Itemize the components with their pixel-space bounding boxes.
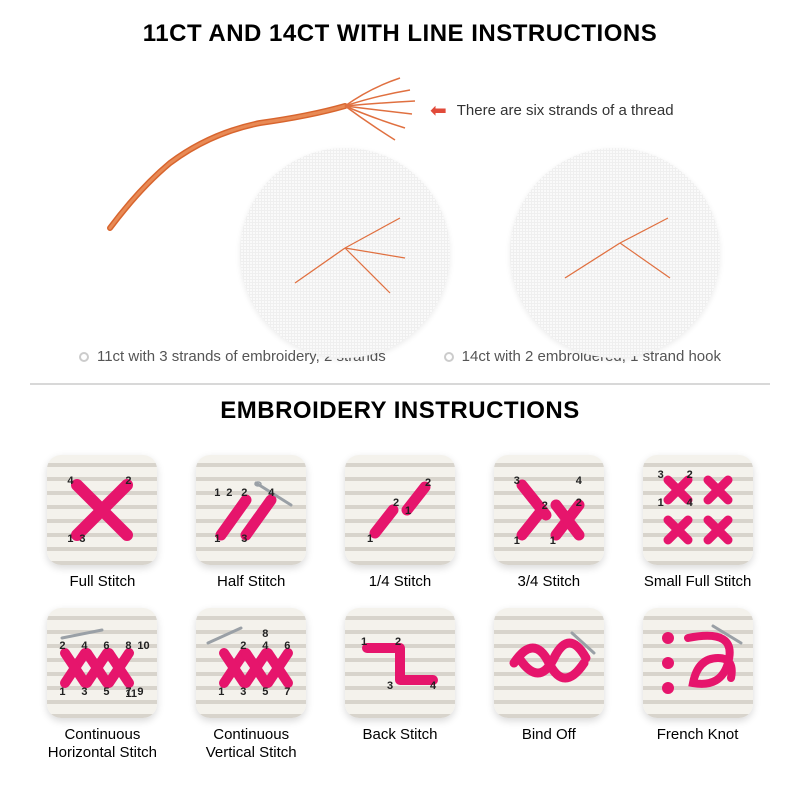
strand-3-icon: [240, 148, 450, 358]
stitch-label: Bind Off: [522, 726, 576, 743]
half-stitch-icon: [196, 455, 306, 565]
stitch-label: Half Stitch: [217, 573, 285, 590]
page-title-bottom: EMBROIDERY INSTRUCTIONS: [30, 397, 770, 425]
stitch-tile-full: 12 34: [47, 455, 157, 565]
stitch-label: ContinuousVertical Stitch: [206, 726, 297, 761]
stitch-tile-quarter: 12 12: [345, 455, 455, 565]
stitch-label: Back Stitch: [362, 726, 437, 743]
stitch-tile-small-full: 12 34: [643, 455, 753, 565]
stitch-cell: 12 34 12 3/4 Stitch: [486, 455, 611, 590]
stitch-tile-three-quarter: 12 34 12: [494, 455, 604, 565]
stitch-cell: 12 12 1/4 Stitch: [338, 455, 463, 590]
stitch-cell: 12 34 Full Stitch: [40, 455, 165, 590]
divider: [30, 383, 770, 385]
cont-horiz-stitch-icon: [47, 608, 157, 718]
stitch-cell: 12 34 Small Full Stitch: [635, 455, 760, 590]
stitch-tile-half: 12 34 12: [196, 455, 306, 565]
stitch-tile-bind-off: [494, 608, 604, 718]
fabric-circles: [240, 148, 720, 358]
stitch-cell: French Knot: [635, 608, 760, 761]
stitch-cell: Bind Off: [486, 608, 611, 761]
page-title-top: 11CT AND 14CT WITH LINE INSTRUCTIONS: [30, 20, 770, 48]
cont-vert-stitch-icon: [196, 608, 306, 718]
fabric-circle-14ct: [510, 148, 720, 358]
strand-2-icon: [510, 148, 720, 358]
stitch-label: ContinuousHorizontal Stitch: [48, 726, 157, 761]
bind-off-icon: [494, 608, 604, 718]
back-stitch-icon: [345, 608, 455, 718]
thread-note-text: There are six strands of a thread: [457, 102, 674, 119]
fabric-circle-11ct: [240, 148, 450, 358]
bullet-icon: [79, 352, 89, 362]
stitch-label: Full Stitch: [69, 573, 135, 590]
stitch-cell: 12 34 56 711 810 9 ContinuousHorizontal …: [40, 608, 165, 761]
stitch-cell: 12 34 Back Stitch: [338, 608, 463, 761]
quarter-stitch-icon: [345, 455, 455, 565]
stitch-label: 3/4 Stitch: [518, 573, 581, 590]
stitch-label: French Knot: [657, 726, 739, 743]
three-quarter-stitch-icon: [494, 455, 604, 565]
stitch-tile-cont-horiz: 12 34 56 711 810 9: [47, 608, 157, 718]
arrow-left-icon: ⬅: [430, 98, 447, 123]
full-stitch-icon: [47, 455, 157, 565]
stitch-cell: 12 34 56 78 ContinuousVertical Stitch: [189, 608, 314, 761]
stitch-tile-cont-vert: 12 34 56 78: [196, 608, 306, 718]
stitch-tile-french-knot: [643, 608, 753, 718]
stitch-label: 1/4 Stitch: [369, 573, 432, 590]
thread-section: ⬅ There are six strands of a thread: [30, 68, 770, 348]
stitch-cell: 12 34 12 Half Stitch: [189, 455, 314, 590]
french-knot-icon: [643, 608, 753, 718]
stitch-label: Small Full Stitch: [644, 573, 752, 590]
thread-note: ⬅ There are six strands of a thread: [430, 98, 674, 123]
stitch-grid: 12 34 Full Stitch 12 34 12 Half Stitch: [30, 445, 770, 761]
stitch-tile-back: 12 34: [345, 608, 455, 718]
